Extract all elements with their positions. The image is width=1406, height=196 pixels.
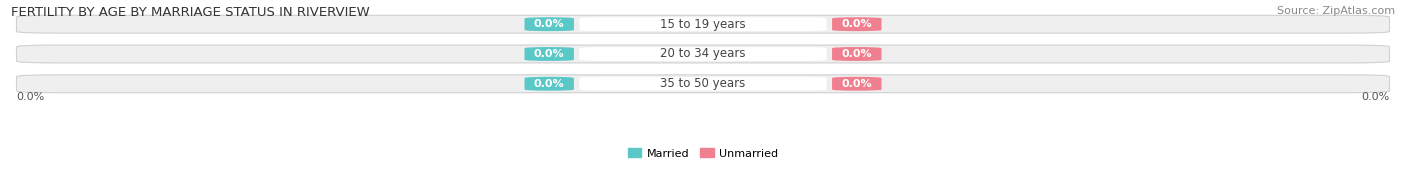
Text: 0.0%: 0.0%: [1361, 92, 1389, 102]
Text: 0.0%: 0.0%: [534, 79, 565, 89]
FancyBboxPatch shape: [832, 17, 882, 31]
FancyBboxPatch shape: [524, 77, 574, 91]
FancyBboxPatch shape: [832, 47, 882, 61]
FancyBboxPatch shape: [579, 77, 827, 91]
FancyBboxPatch shape: [524, 17, 574, 31]
Text: 0.0%: 0.0%: [17, 92, 45, 102]
FancyBboxPatch shape: [579, 47, 827, 61]
FancyBboxPatch shape: [17, 45, 1389, 63]
FancyBboxPatch shape: [579, 17, 827, 31]
FancyBboxPatch shape: [524, 47, 574, 61]
Text: Source: ZipAtlas.com: Source: ZipAtlas.com: [1277, 6, 1395, 16]
Text: 0.0%: 0.0%: [534, 49, 565, 59]
Text: 0.0%: 0.0%: [841, 49, 872, 59]
Text: 20 to 34 years: 20 to 34 years: [661, 47, 745, 61]
Text: FERTILITY BY AGE BY MARRIAGE STATUS IN RIVERVIEW: FERTILITY BY AGE BY MARRIAGE STATUS IN R…: [11, 6, 370, 19]
FancyBboxPatch shape: [17, 15, 1389, 33]
Text: 35 to 50 years: 35 to 50 years: [661, 77, 745, 90]
FancyBboxPatch shape: [832, 77, 882, 91]
FancyBboxPatch shape: [17, 75, 1389, 93]
Text: 0.0%: 0.0%: [841, 79, 872, 89]
Legend: Married, Unmarried: Married, Unmarried: [623, 144, 783, 163]
Text: 0.0%: 0.0%: [841, 19, 872, 29]
Text: 15 to 19 years: 15 to 19 years: [661, 18, 745, 31]
Text: 0.0%: 0.0%: [534, 19, 565, 29]
